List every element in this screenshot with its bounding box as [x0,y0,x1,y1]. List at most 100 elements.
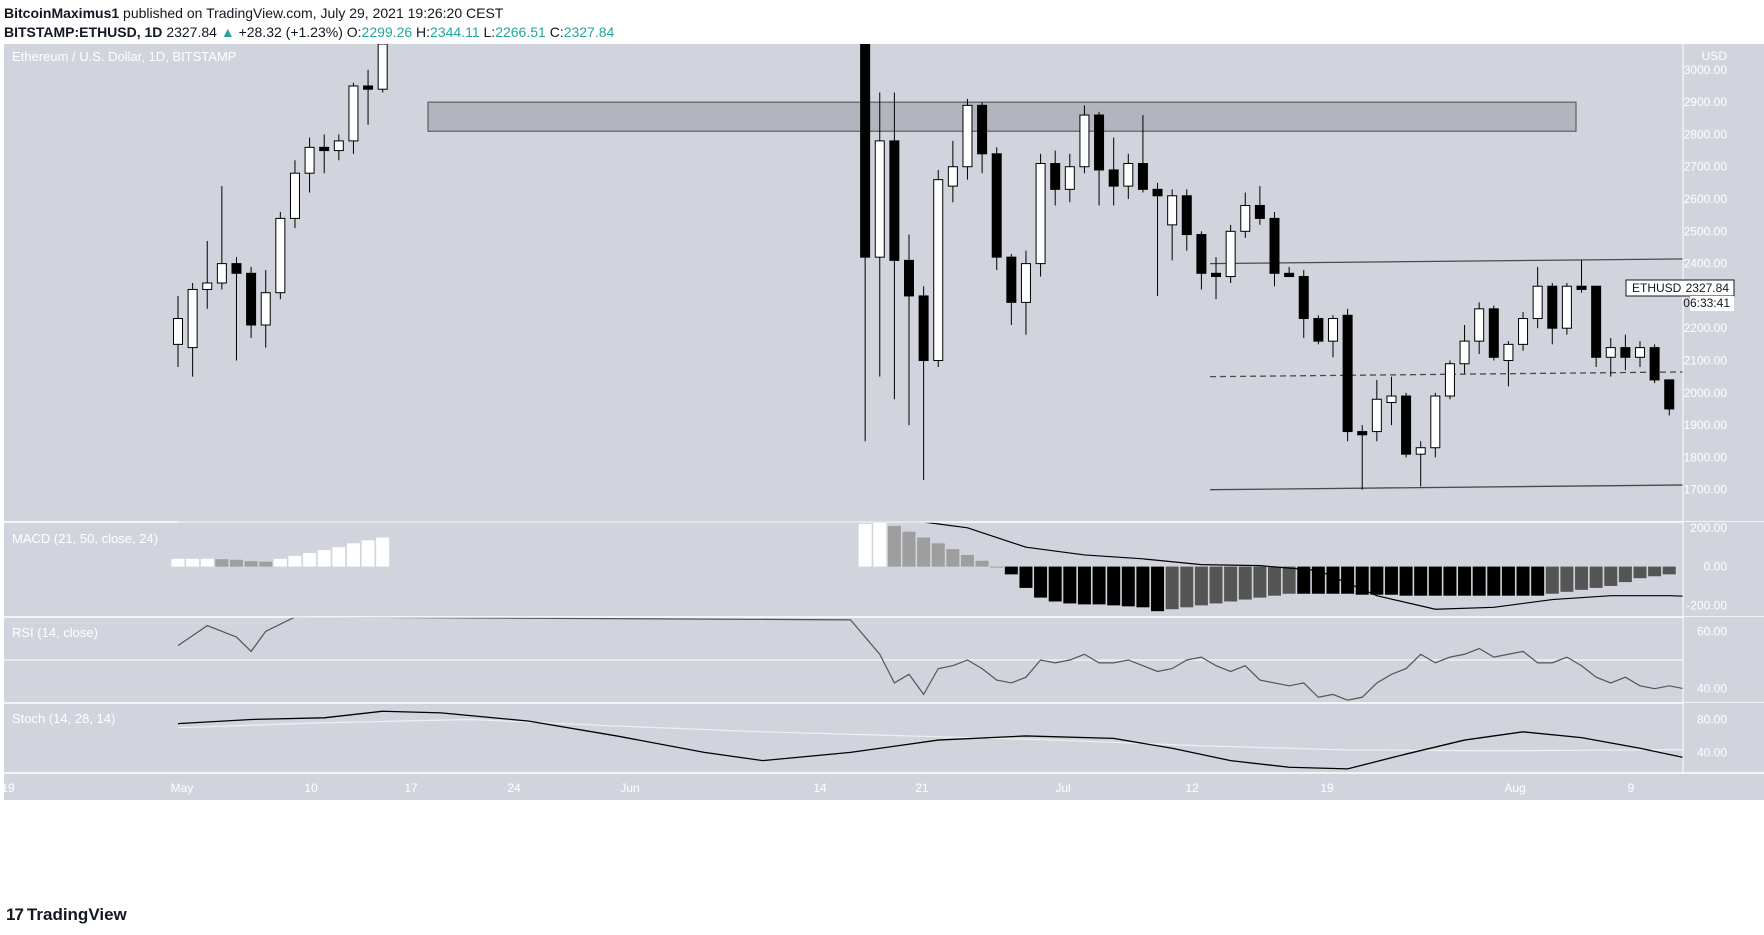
macd-histogram-bar [1311,566,1325,594]
macd-histogram-bar [858,523,872,567]
candle-body [216,263,227,284]
x-tick-label: May [171,781,194,795]
stoch-pane[interactable] [4,703,1764,773]
rsi-tick-label: 60.00 [1697,624,1727,638]
open-value: 2299.26 [361,24,413,40]
candle-body [348,85,359,142]
macd-histogram-bar [1545,566,1559,594]
low-value: 2266.51 [495,24,546,40]
macd-histogram-bar [1297,566,1311,594]
candle-body [1064,166,1075,190]
tradingview-logo[interactable]: 17 TradingView [6,905,127,925]
macd-histogram-bar [1121,566,1135,607]
y-tick-label: 2100.00 [1684,354,1728,368]
macd-histogram-bar [1107,566,1121,606]
macd-histogram-bar [1355,566,1369,595]
candle-body [1576,285,1587,290]
macd-histogram-bar [1019,566,1033,588]
price-tag-countdown: 06:33:41 [1683,296,1730,310]
macd-histogram-bar [1501,566,1515,596]
candle-body [363,85,374,90]
candle-body [1254,204,1265,219]
macd-pane[interactable] [4,521,1764,617]
macd-label: MACD (21, 50, close, 24) [12,531,158,546]
candle-body [1298,276,1309,320]
x-tick-label: 21 [915,781,929,795]
candle-body [187,288,198,349]
macd-histogram-bar [917,537,931,567]
macd-histogram-bar [346,543,360,567]
stoch-label: Stoch (14, 28, 14) [12,711,115,726]
macd-histogram-bar [1326,566,1340,594]
x-tick-label: 9 [1628,781,1635,795]
macd-histogram-bar [1209,566,1223,604]
author-name[interactable]: BitcoinMaximus1 [4,5,120,21]
candle-body [1035,163,1046,265]
macd-histogram-bar [1370,566,1384,595]
last-price-tag: ETHUSD 2327.84 06:33:41 [1625,279,1735,311]
candle-body [1547,285,1558,329]
symbol-name: BITSTAMP:ETHUSD, 1D [4,24,163,40]
x-axis-background [4,773,1764,800]
macd-histogram-bar [1516,566,1530,596]
candle-body [202,282,213,290]
x-tick-label: 10 [304,781,318,795]
stoch-axis-background [1683,703,1764,773]
stoch-k-line [177,710,1764,770]
tradingview-logo-icon: 17 [6,905,24,924]
macd-histogram-bar [1341,566,1355,594]
macd-histogram-bar [288,555,302,567]
ohlc-legend: BITSTAMP:ETHUSD, 1D 2327.84 ▲ +28.32 (+1… [4,24,614,40]
candle-body [1181,195,1192,236]
rsi-tick-label: 40.00 [1697,682,1727,696]
macd-histogram-bar [1268,566,1281,596]
x-tick-label: 12 [1185,781,1199,795]
candle-body [1415,447,1426,455]
candle-body [304,146,315,174]
candle-body [275,217,286,294]
macd-histogram-bar [1180,566,1194,608]
macd-histogram-bar [273,558,287,567]
candle-body [1474,308,1485,342]
y-tick-label: 2400.00 [1684,257,1728,271]
macd-histogram-bar [1165,566,1179,610]
tradingview-brand: TradingView [26,905,127,924]
published-text: published on TradingView.com, July 29, 2… [123,5,504,21]
macd-histogram-bar [1151,566,1165,612]
candle-body [1635,347,1645,358]
macd-histogram-bar [1487,566,1501,596]
y-tick-label: 1700.00 [1684,483,1728,497]
y-tick-label: 1800.00 [1684,450,1728,464]
publish-info: BitcoinMaximus1 published on TradingView… [4,5,503,21]
x-tick-label: 19 [1,781,15,795]
candle-body [319,146,330,152]
candle-body [1137,163,1148,190]
rsi-label: RSI (14, close) [12,625,98,640]
macd-histogram-bar [376,537,390,567]
candle-body [977,104,988,155]
macd-histogram-bar [317,550,331,567]
y-axis[interactable]: 1700.00 1800.00 1900.00 2000.00 2100.00 2200.… [4,44,1764,774]
chart-area[interactable]: 19 May 10 17 24 Jun 14 21 Jul 12 19 Aug 9 1700.00 180… [0,44,1764,914]
candle-body [1269,217,1280,274]
y-tick-label: 2000.00 [1684,386,1728,400]
macd-histogram-bar [1604,566,1618,586]
macd-histogram-bar [1428,566,1442,596]
x-tick-label: 19 [1320,781,1334,795]
candle-body [1649,347,1660,381]
macd-histogram-bar [229,559,243,567]
rsi-pane[interactable] [4,616,1764,703]
candle-body [1240,204,1251,232]
price-pane[interactable] [4,44,1764,522]
x-tick-label: 14 [813,781,827,795]
close-value: 2327.84 [563,24,615,40]
macd-histogram-bar [902,531,916,567]
x-axis[interactable]: 19 May 10 17 24 Jun 14 21 Jul 12 19 Aug 9 [1,773,1764,800]
price-tag-box [1625,279,1735,297]
candle-body [1284,272,1295,278]
macd-histogram-bar [1194,566,1208,606]
candle-body [1620,347,1631,358]
rsi-axis-background [1683,617,1764,703]
rsi-line [177,616,1764,701]
macd-histogram-bar [1531,566,1545,596]
